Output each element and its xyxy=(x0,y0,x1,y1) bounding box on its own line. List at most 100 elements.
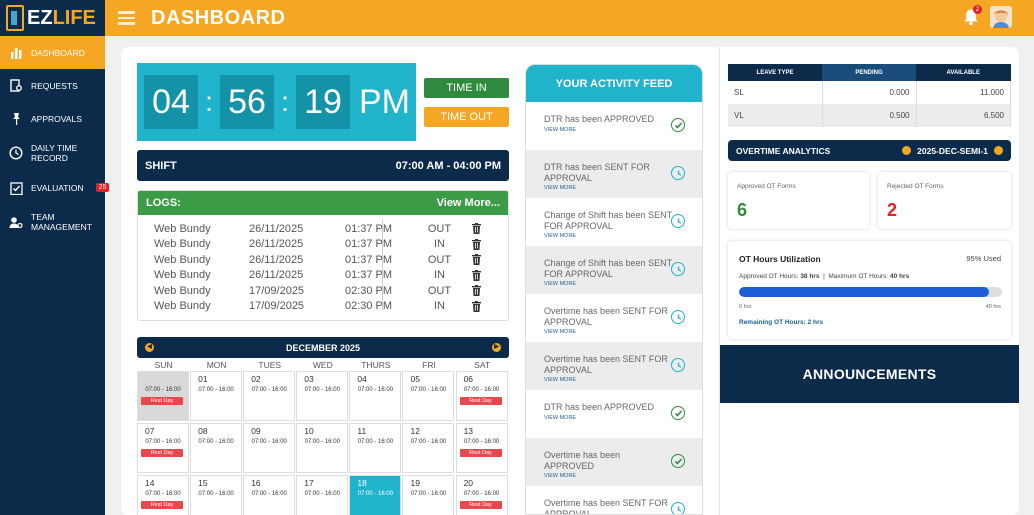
calendar-day[interactable]: 02 07:00 - 16:00 xyxy=(243,371,296,421)
calendar-day[interactable]: 01 07:00 - 16:00 xyxy=(190,371,243,421)
column-divider xyxy=(719,47,720,515)
trash-icon[interactable] xyxy=(472,254,481,266)
user-avatar[interactable] xyxy=(990,6,1012,28)
view-more-link[interactable]: VIEW MORE xyxy=(544,329,577,335)
calendar-day[interactable]: 04 07:00 - 16:00 xyxy=(349,371,402,421)
logo[interactable]: EZLIFE xyxy=(0,0,105,36)
calendar-schedule: 07:00 - 16:00 xyxy=(410,491,447,497)
view-more-link[interactable]: VIEW MORE xyxy=(544,377,577,383)
calendar-day[interactable]: 05 07:00 - 16:00 xyxy=(402,371,455,421)
calendar-weekdays: SUN MON TUES WED THURS FRI SAT xyxy=(137,360,509,370)
calendar-day[interactable]: 03 07:00 - 16:00 xyxy=(296,371,349,421)
ot-utilization-percent: 95% Used xyxy=(966,254,1001,263)
period-label: 2025-DEC-SEMI-1 xyxy=(917,145,988,156)
sidebar-item-label: DAILY TIME RECORD xyxy=(31,143,78,163)
ot-progress-bar xyxy=(739,287,1002,297)
calendar-schedule: 07:00 - 16:00 xyxy=(410,387,447,393)
calendar-schedule: 07:00 - 16:00 xyxy=(304,439,340,445)
calendar-day[interactable]: 18 07:00 - 16:00 xyxy=(349,475,402,515)
sidebar-item-team-management[interactable]: TEAM MANAGEMENT xyxy=(0,204,105,240)
calendar-week: 14 07:00 - 16:00 Rest Day 15 07:00 - 16:00 16… xyxy=(137,475,509,515)
calendar-day[interactable]: 08 07:00 - 16:00 xyxy=(190,423,243,473)
clock-seconds: 19 xyxy=(296,75,350,129)
feed-item: Overtime has been SENT FOR APPROVAL VIEW … xyxy=(526,342,702,390)
calendar-day[interactable]: 10 07:00 - 16:00 xyxy=(296,423,349,473)
view-more-link[interactable]: VIEW MORE xyxy=(544,126,577,133)
sidebar-item-approvals[interactable]: APPROVALS xyxy=(0,102,105,135)
trash-icon[interactable] xyxy=(472,300,481,312)
view-more-link[interactable]: VIEW MORE xyxy=(544,281,577,287)
calendar-day[interactable]: 20 07:00 - 16:00 Rest Day xyxy=(455,475,508,515)
trash-icon[interactable] xyxy=(472,269,481,281)
feed-item: DTR has been APPROVED VIEW MORE xyxy=(526,102,702,150)
period-next-icon[interactable] xyxy=(994,146,1003,155)
sidebar: EZLIFE DASHBOARD REQUESTS APPROVALS DAIL… xyxy=(0,0,110,515)
sidebar-item-requests[interactable]: REQUESTS xyxy=(0,69,105,102)
calendar-day-number: 11 xyxy=(357,426,367,436)
calendar-day-number: 08 xyxy=(198,426,208,436)
calendar-day-number: 17 xyxy=(304,478,314,488)
digital-clock: 04 : 56 : 19 PM xyxy=(137,63,416,141)
view-more-link[interactable]: VIEW MORE xyxy=(544,185,577,191)
calendar-day[interactable]: 16 07:00 - 16:00 xyxy=(243,475,296,515)
approved-ot-label: Approved OT Forms xyxy=(737,183,796,190)
calendar-day-empty[interactable]: 07:00 - 16:00 Rest Day xyxy=(137,371,189,421)
leave-balance-table: LEAVE TYPE PENDING AVAILABLE SL 0.000 11… xyxy=(728,64,1011,127)
calendar-day-number: 15 xyxy=(198,478,208,488)
calendar-day[interactable]: 17 07:00 - 16:00 xyxy=(296,475,349,515)
calendar-day[interactable]: 11 07:00 - 16:00 xyxy=(349,423,402,473)
period-prev-icon[interactable] xyxy=(902,146,912,155)
calendar-schedule: 07:00 - 16:00 xyxy=(145,387,181,393)
log-date: 26/11/2025 xyxy=(249,269,304,282)
weekday-label: SAT xyxy=(474,360,491,370)
trash-icon[interactable] xyxy=(472,223,481,235)
shift-label: SHIFT xyxy=(145,159,177,172)
feed-text: Overtime has been SENT FOR APPROVAL xyxy=(544,498,668,515)
view-more-link[interactable]: VIEW MORE xyxy=(544,233,577,239)
weekday-label: MON xyxy=(206,360,227,370)
logs-divider xyxy=(382,219,383,310)
calendar-day[interactable]: 09 07:00 - 16:00 xyxy=(243,423,296,473)
weekday-label: WED xyxy=(312,360,333,370)
calendar-day[interactable]: 07 07:00 - 16:00 Rest Day xyxy=(137,423,189,473)
feed-text: Change of Shift has been SENT FOR APPROV… xyxy=(544,210,672,231)
sidebar-item-daily-time-record[interactable]: DAILY TIME RECORD xyxy=(0,135,105,171)
log-date: 26/11/2025 xyxy=(249,238,304,251)
time-in-button[interactable]: TIME IN xyxy=(424,78,509,98)
check-circle-icon xyxy=(671,406,685,420)
calendar-day-number: 19 xyxy=(410,478,420,488)
ot-utilization-card: OT Hours Utilization 95% Used Approved O… xyxy=(728,241,1011,339)
weekday-label: SUN xyxy=(154,360,173,370)
log-date: 17/09/2025 xyxy=(249,300,305,313)
notification-bell-icon[interactable]: 2 xyxy=(963,5,982,26)
log-type: IN xyxy=(434,238,445,251)
logs-view-more-link[interactable]: View More... xyxy=(436,197,500,209)
trash-icon[interactable] xyxy=(472,238,481,250)
sidebar-item-dashboard[interactable]: DASHBOARD xyxy=(0,36,105,69)
clock-separator: : xyxy=(205,86,213,117)
calendar-day-number: 05 xyxy=(410,374,420,384)
calendar-prev-icon[interactable]: ◀ xyxy=(145,343,154,352)
calendar-day[interactable]: 12 07:00 - 16:00 xyxy=(402,423,455,473)
calendar-day[interactable]: 14 07:00 - 16:00 Rest Day xyxy=(137,475,189,515)
view-more-link[interactable]: VIEW MORE xyxy=(544,473,577,479)
calendar-schedule: 07:00 - 16:00 xyxy=(357,439,394,445)
clock-ampm: PM xyxy=(359,82,410,121)
trash-icon[interactable] xyxy=(472,285,481,297)
view-more-link[interactable]: VIEW MORE xyxy=(544,414,577,421)
calendar-schedule: 07:00 - 16:00 xyxy=(463,491,500,497)
calendar-schedule: 07:00 - 16:00 xyxy=(357,387,394,393)
logo-icon xyxy=(6,5,24,31)
calendar-day[interactable]: 06 07:00 - 16:00 Rest Day xyxy=(455,371,508,421)
time-out-button[interactable]: TIME OUT xyxy=(424,107,509,127)
log-time: 02:30 PM xyxy=(344,284,393,297)
sidebar-item-evaluation[interactable]: EVALUATION 25 xyxy=(0,171,110,204)
calendar-next-icon[interactable]: ▶ xyxy=(492,343,501,352)
approved-ot-value: 6 xyxy=(737,200,748,220)
hamburger-menu-icon[interactable] xyxy=(118,11,135,25)
check-circle-icon xyxy=(671,118,685,132)
ot-remaining-hours: Remaining OT Hours: 2 hrs xyxy=(739,319,824,326)
calendar-day[interactable]: 15 07:00 - 16:00 xyxy=(190,475,243,515)
calendar-day[interactable]: 13 07:00 - 16:00 Rest Day xyxy=(455,423,508,473)
calendar-day[interactable]: 19 07:00 - 16:00 xyxy=(402,475,455,515)
